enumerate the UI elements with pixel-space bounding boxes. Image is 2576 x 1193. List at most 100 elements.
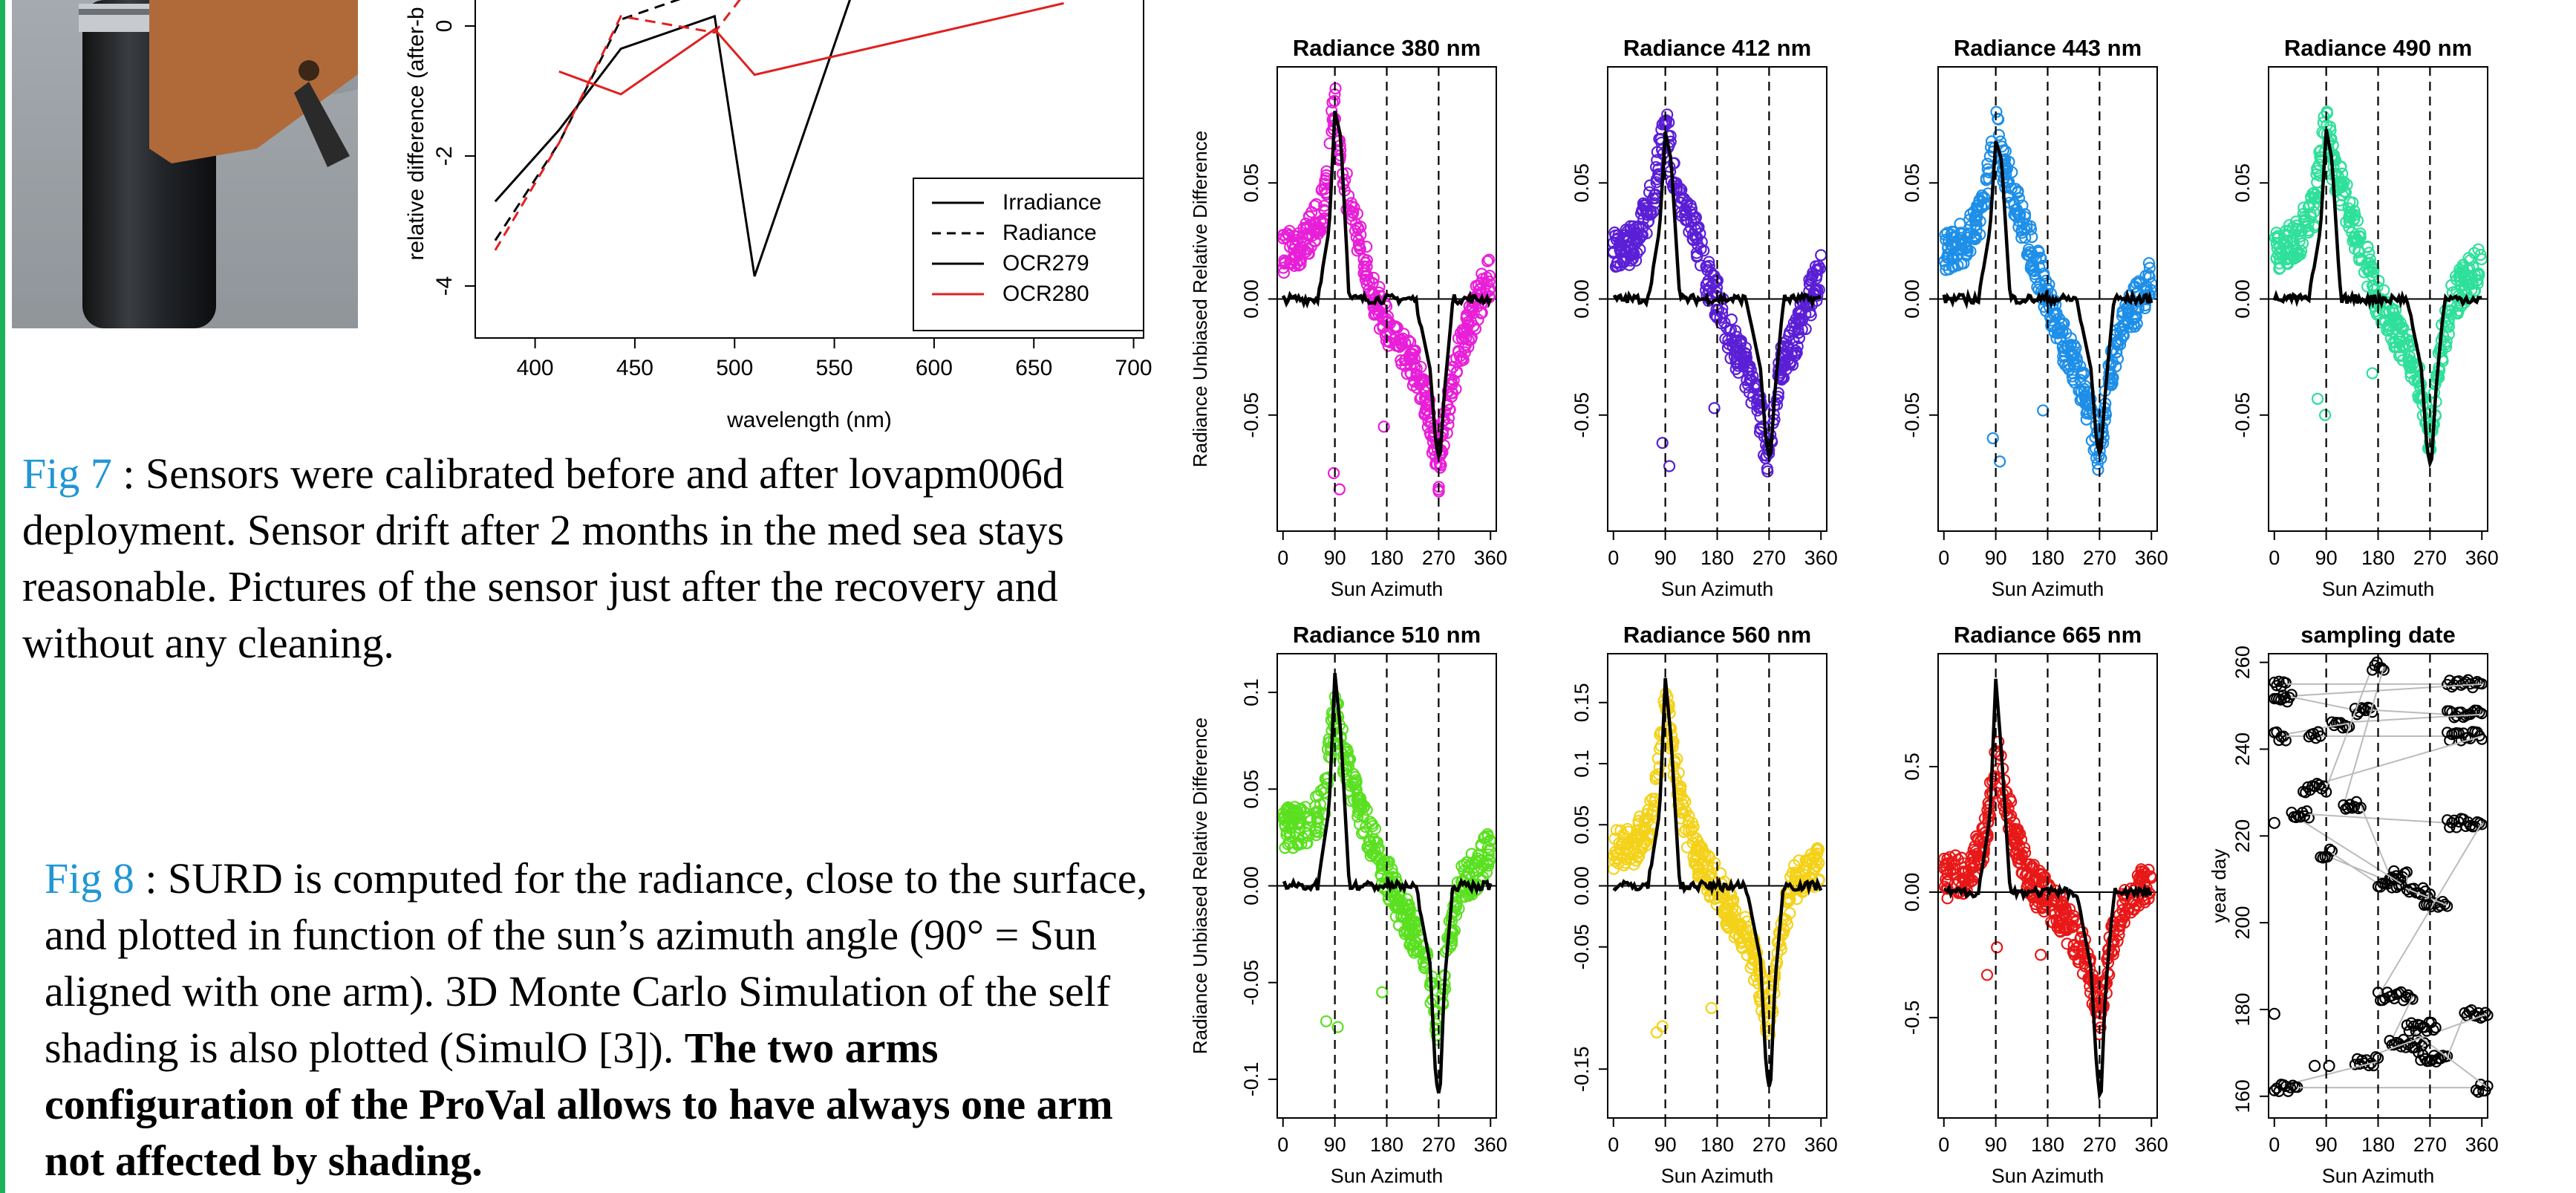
data-point: [1470, 856, 1483, 868]
sampling-point: [2318, 780, 2330, 792]
data-point: [1620, 231, 1633, 244]
x-tick-label: 360: [1474, 547, 1507, 569]
y-tick-label: -0.05: [1571, 924, 1593, 970]
data-point: [1390, 321, 1403, 334]
x-tick-label: 270: [1752, 1134, 1786, 1156]
drift-legend-label: OCR280: [1002, 282, 1089, 306]
data-point: [1458, 865, 1470, 877]
outlier-point: [1331, 1021, 1344, 1033]
data-point: [1475, 838, 1487, 851]
data-point: [1790, 346, 1803, 359]
data-point: [1631, 227, 1643, 240]
data-point: [1635, 842, 1649, 855]
data-point: [1744, 940, 1757, 952]
y-tick-label: -0.1: [1240, 1062, 1262, 1097]
data-point: [1684, 221, 1698, 234]
y-tick-label: -0.05: [1901, 392, 1923, 438]
data-point: [1620, 853, 1633, 866]
data-point: [1454, 327, 1467, 339]
data-point: [2018, 223, 2031, 235]
data-point: [2105, 946, 2118, 959]
surd-plot-area: [1938, 678, 2158, 1101]
data-point: [1450, 365, 1464, 378]
data-point: [1360, 821, 1372, 833]
outlier-point: [2309, 1059, 2321, 1073]
data-point: [1721, 342, 1734, 354]
data-point: [1377, 311, 1389, 323]
data-point: [2013, 839, 2026, 852]
data-point: [1300, 837, 1313, 850]
data-point: [1366, 277, 1379, 290]
data-point: [1634, 243, 1646, 256]
data-point: [1410, 368, 1423, 380]
data-point: [1617, 836, 1629, 849]
y-tick-label: -0.15: [1571, 1046, 1593, 1092]
sampling-point: [2476, 733, 2488, 745]
sampling-point: [2442, 900, 2453, 912]
data-point: [1382, 339, 1395, 352]
outlier-point: [1376, 986, 1389, 998]
data-point: [2116, 319, 2130, 331]
drift-x-tick-label: 700: [1115, 356, 1152, 380]
data-point: [2282, 257, 2295, 270]
data-point: [1346, 206, 1359, 218]
data-point: [1456, 351, 1469, 364]
data-point: [2074, 374, 2087, 386]
sampling-point: [2378, 664, 2390, 676]
x-axis-label: Sun Azimuth: [1992, 1165, 2104, 1187]
data-point: [2358, 266, 2371, 279]
y-tick-label: 0.00: [1901, 279, 1923, 319]
data-point: [2040, 274, 2052, 287]
x-tick-label: 360: [1804, 547, 1838, 569]
data-point: [2021, 868, 2034, 880]
data-point: [1357, 826, 1370, 839]
data-point: [1809, 851, 1822, 863]
fig7-link[interactable]: Fig 7: [22, 449, 112, 498]
data-point: [2375, 316, 2388, 329]
y-tick-label: -0.5: [1901, 1001, 1923, 1036]
y-tick-label: 0.05: [1571, 805, 1593, 845]
data-point: [1291, 810, 1303, 824]
drift-plot-frame: [475, 0, 1144, 339]
data-point: [1291, 839, 1304, 851]
data-point: [2139, 270, 2152, 282]
outlier-point: [2323, 1059, 2335, 1073]
fig8-text: : SURD is computed for the radiance, clo…: [45, 854, 1148, 1072]
data-point: [1957, 866, 1969, 880]
data-point: [2008, 816, 2021, 829]
data-point: [1742, 367, 1755, 380]
drift-legend-box: [913, 178, 1144, 331]
data-point: [2058, 908, 2071, 920]
data-point: [1949, 239, 1961, 252]
data-point: [1690, 843, 1703, 856]
surd-panel-title: Radiance 510 nm: [1293, 622, 1481, 648]
data-point: [1625, 244, 1637, 257]
data-point: [2016, 867, 2029, 880]
simulation-line: [1282, 672, 1493, 1093]
data-point: [1965, 875, 1977, 888]
data-point: [1474, 282, 1487, 295]
data-point: [1804, 279, 1816, 291]
data-point: [1445, 926, 1458, 940]
fig8-link[interactable]: Fig 8: [45, 854, 134, 903]
data-point: [1611, 256, 1623, 269]
data-point: [1429, 1024, 1442, 1036]
data-point: [1408, 946, 1421, 959]
data-point: [1402, 903, 1415, 916]
data-point: [1353, 239, 1366, 253]
data-point: [1964, 245, 1977, 258]
data-point: [1941, 882, 1954, 895]
outlier-point: [1327, 467, 1340, 479]
x-axis-label: Sun Azimuth: [1661, 1165, 1774, 1187]
data-point: [1747, 931, 1759, 944]
data-point: [1698, 845, 1710, 858]
y-tick-label: 0.05: [1901, 163, 1923, 203]
data-point: [2056, 341, 2069, 354]
outlier-point: [1300, 223, 1312, 235]
data-point: [1366, 819, 1379, 833]
surd-panel-svg: Radiance 510 nm 0 90 180 270 360 -0.1 -0.05 0.00…: [1189, 622, 1507, 1187]
data-point: [2011, 852, 2024, 865]
data-point: [1799, 865, 1812, 877]
data-point: [1941, 874, 1954, 888]
data-point: [1724, 899, 1736, 912]
